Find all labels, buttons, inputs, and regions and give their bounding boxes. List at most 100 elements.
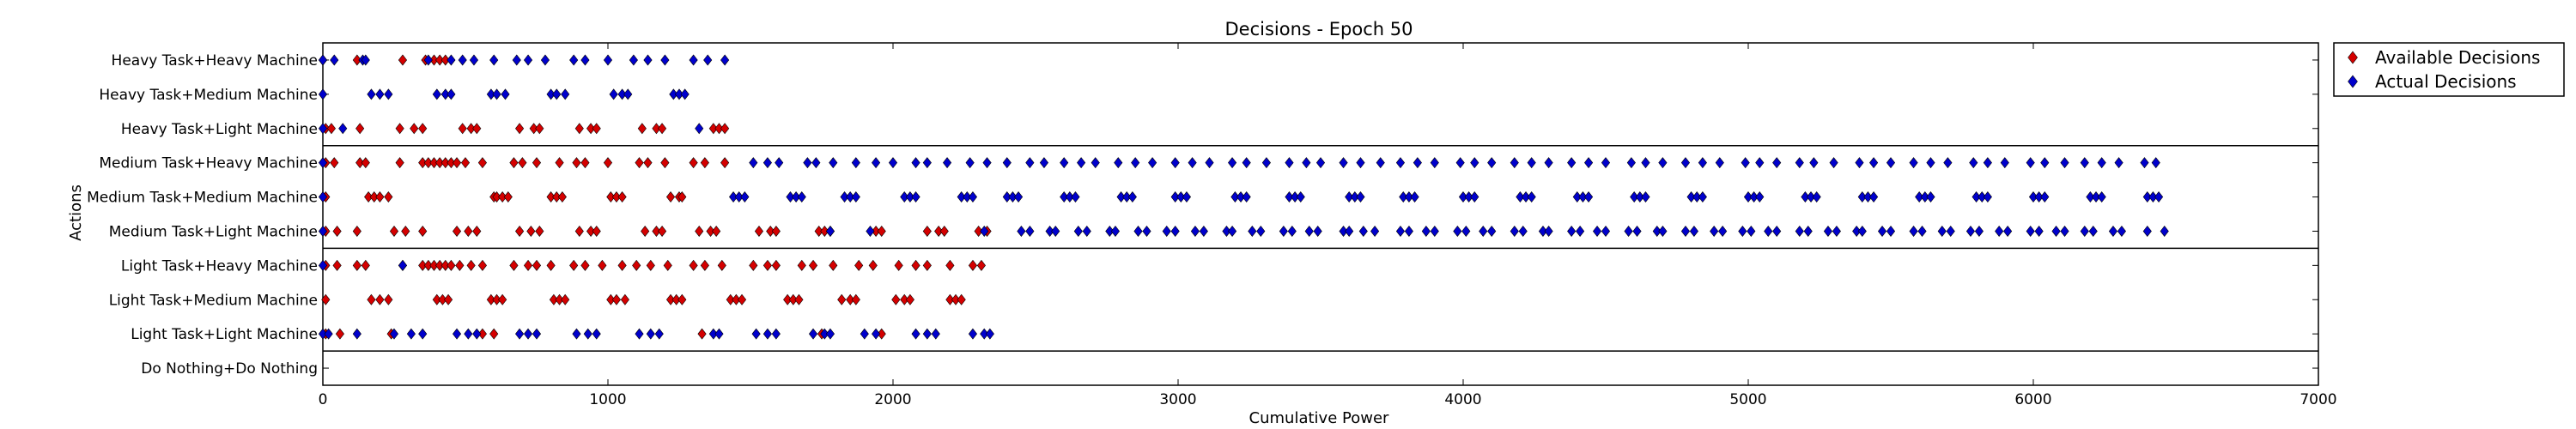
available-decision-point [671, 293, 681, 305]
actual-decision-point [318, 157, 328, 169]
actual-decision-point [1516, 191, 1525, 203]
actual-decision-point [1852, 225, 1862, 237]
available-decision-point [732, 293, 741, 305]
actual-decision-point [922, 328, 932, 340]
available-decision-point [592, 123, 601, 135]
actual-decision-point [352, 328, 361, 340]
actual-decision-point [367, 88, 376, 100]
actual-decision-point [968, 328, 978, 340]
actual-decision-point [1544, 157, 1553, 169]
actual-decision-point [532, 328, 542, 340]
actual-decision-point [2151, 157, 2160, 169]
actual-decision-point [1510, 225, 1519, 237]
actual-decision-point [324, 328, 333, 340]
actual-decision-point [572, 328, 581, 340]
chart-title: Decisions - Epoch 50 [1225, 19, 1413, 39]
available-decision-point [749, 259, 758, 271]
y-axis-label: Actions [67, 184, 85, 241]
actual-decision-point [1738, 225, 1747, 237]
actual-decision-point [749, 157, 758, 169]
actual-decision-point [2091, 191, 2101, 203]
actual-decision-point [447, 88, 456, 100]
y-tick-label: Medium Task+Medium Machine [87, 190, 318, 207]
actual-decision-point [1176, 191, 1186, 203]
available-decision-point [410, 123, 419, 135]
available-decision-point [455, 259, 465, 271]
actual-decision-point [1356, 157, 1365, 169]
available-decision-point [332, 259, 342, 271]
available-decision-point [603, 157, 613, 169]
available-decision-point [754, 225, 764, 237]
actual-decision-point [2040, 191, 2050, 203]
available-decision-point [515, 225, 525, 237]
available-decision-point [643, 157, 653, 169]
actual-decision-point [1228, 157, 1237, 169]
actual-decision-point [1395, 225, 1406, 237]
legend-label-actual: Actual Decisions [2375, 71, 2517, 92]
actual-decision-point [1592, 225, 1602, 237]
actual-decision-point [729, 191, 738, 203]
actual-decision-point [808, 328, 818, 340]
available-decision-point [447, 259, 456, 271]
actual-decision-point [1971, 191, 1981, 203]
actual-decision-point [1832, 225, 1841, 237]
available-decision-point [429, 54, 439, 66]
actual-decision-point [1965, 225, 1976, 237]
actual-decision-point [1863, 191, 1873, 203]
actual-decision-point [811, 157, 821, 169]
actual-decision-point [580, 54, 590, 66]
actual-decision-point [1527, 191, 1536, 203]
actual-decision-point [982, 157, 992, 169]
actual-decision-point [1339, 225, 1348, 237]
available-decision-point [464, 225, 473, 237]
actual-decision-point [1969, 157, 1978, 169]
actual-decision-point [1909, 225, 1918, 237]
actual-decision-point [1741, 157, 1750, 169]
actual-decision-point [1518, 225, 1528, 237]
actual-decision-point [1455, 157, 1465, 169]
available-decision-point [974, 225, 983, 237]
available-decision-point [477, 259, 487, 271]
actual-decision-point [1915, 191, 1924, 203]
available-decision-point [771, 259, 781, 271]
available-decision-point [794, 293, 804, 305]
actual-decision-point [318, 191, 328, 203]
available-decision-point [592, 225, 601, 237]
available-decision-point [335, 328, 344, 340]
actual-decision-point [1148, 157, 1157, 169]
actual-decision-point [1715, 157, 1724, 169]
actual-decision-point [1287, 225, 1297, 237]
actual-decision-point [1641, 191, 1650, 203]
available-decision-point [429, 259, 439, 271]
y-tick-label: Heavy Task+Heavy Machine [112, 52, 318, 69]
actual-decision-point [1652, 225, 1662, 237]
legend-marker-available [2348, 51, 2358, 64]
actual-decision-point [943, 157, 952, 169]
available-decision-point [395, 157, 404, 169]
available-decision-point [606, 293, 616, 305]
y-tick-label: Light Task+Medium Machine [109, 292, 318, 309]
available-decision-point [658, 225, 667, 237]
available-decision-point [364, 191, 374, 203]
actual-decision-point [2060, 225, 2069, 237]
actual-decision-point [829, 157, 838, 169]
actual-decision-point [1051, 225, 1060, 237]
available-decision-point [552, 191, 562, 203]
available-decision-point [689, 259, 698, 271]
actual-decision-point [792, 191, 801, 203]
actual-decision-point [1199, 225, 1208, 237]
actual-decision-point [1772, 225, 1782, 237]
available-decision-point [535, 225, 544, 237]
actual-decision-point [2114, 157, 2123, 169]
actual-decision-point [318, 54, 328, 66]
actual-decision-point [1065, 191, 1074, 203]
actual-decision-point [703, 54, 713, 66]
actual-decision-point [1806, 191, 1816, 203]
actual-decision-point [592, 328, 601, 340]
actual-decision-point [660, 54, 670, 66]
actual-decision-point [797, 191, 806, 203]
available-decision-point [922, 225, 932, 237]
actual-decision-point [418, 328, 428, 340]
y-tick-label: Do Nothing+Do Nothing [141, 360, 318, 378]
actual-decision-point [1544, 225, 1553, 237]
